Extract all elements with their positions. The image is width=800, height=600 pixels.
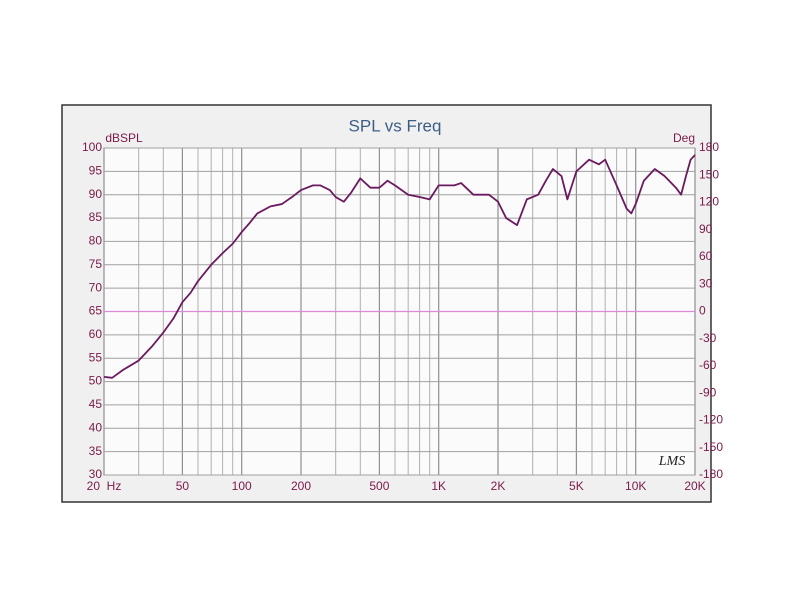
y-tick-label: 45 [89, 397, 103, 411]
y-tick-label: 95 [89, 164, 103, 178]
y-axis-label: dBSPL [105, 131, 143, 145]
y2-tick-label: 0 [699, 304, 706, 318]
y-tick-label: 35 [89, 444, 103, 458]
y-tick-label: 90 [89, 187, 103, 201]
y2-tick-label: 90 [699, 222, 713, 236]
x-tick-label: 100 [232, 479, 252, 493]
y-tick-label: 100 [82, 140, 102, 154]
y-tick-label: 40 [89, 420, 103, 434]
chart-title: SPL vs Freq [349, 116, 442, 135]
y-tick-label: 70 [89, 280, 103, 294]
x-tick-label: 20 Hz [87, 479, 122, 493]
x-tick-label: 200 [291, 479, 311, 493]
y2-tick-label: -90 [699, 385, 717, 399]
y2-tick-label: -60 [699, 358, 717, 372]
x-tick-label: 10K [625, 479, 646, 493]
y2-tick-label: -120 [699, 413, 723, 427]
x-tick-label: 500 [369, 479, 389, 493]
y2-tick-label: -30 [699, 331, 717, 345]
x-tick-label: 5K [569, 479, 584, 493]
y2-tick-label: -150 [699, 440, 723, 454]
y2-tick-label: 150 [699, 167, 719, 181]
y-tick-label: 80 [89, 234, 103, 248]
y-tick-label: 65 [89, 304, 103, 318]
x-tick-label: 1K [431, 479, 446, 493]
y2-axis-label: Deg [673, 131, 695, 145]
y2-tick-label: 60 [699, 249, 713, 263]
y-tick-label: 85 [89, 210, 103, 224]
y2-tick-label: 180 [699, 140, 719, 154]
watermark: LMS [658, 454, 685, 469]
spl-curve [103, 154, 696, 379]
y-tick-label: 55 [89, 350, 103, 364]
y-tick-label: 30 [89, 467, 103, 481]
y2-tick-label: 30 [699, 276, 713, 290]
x-tick-label: 20K [684, 479, 705, 493]
y2-tick-label: -180 [699, 467, 723, 481]
y2-tick-label: 120 [699, 195, 719, 209]
y-tick-label: 60 [89, 327, 103, 341]
y-tick-label: 75 [89, 257, 103, 271]
x-tick-label: 50 [176, 479, 190, 493]
y-tick-label: 50 [89, 374, 103, 388]
x-tick-label: 2K [491, 479, 506, 493]
